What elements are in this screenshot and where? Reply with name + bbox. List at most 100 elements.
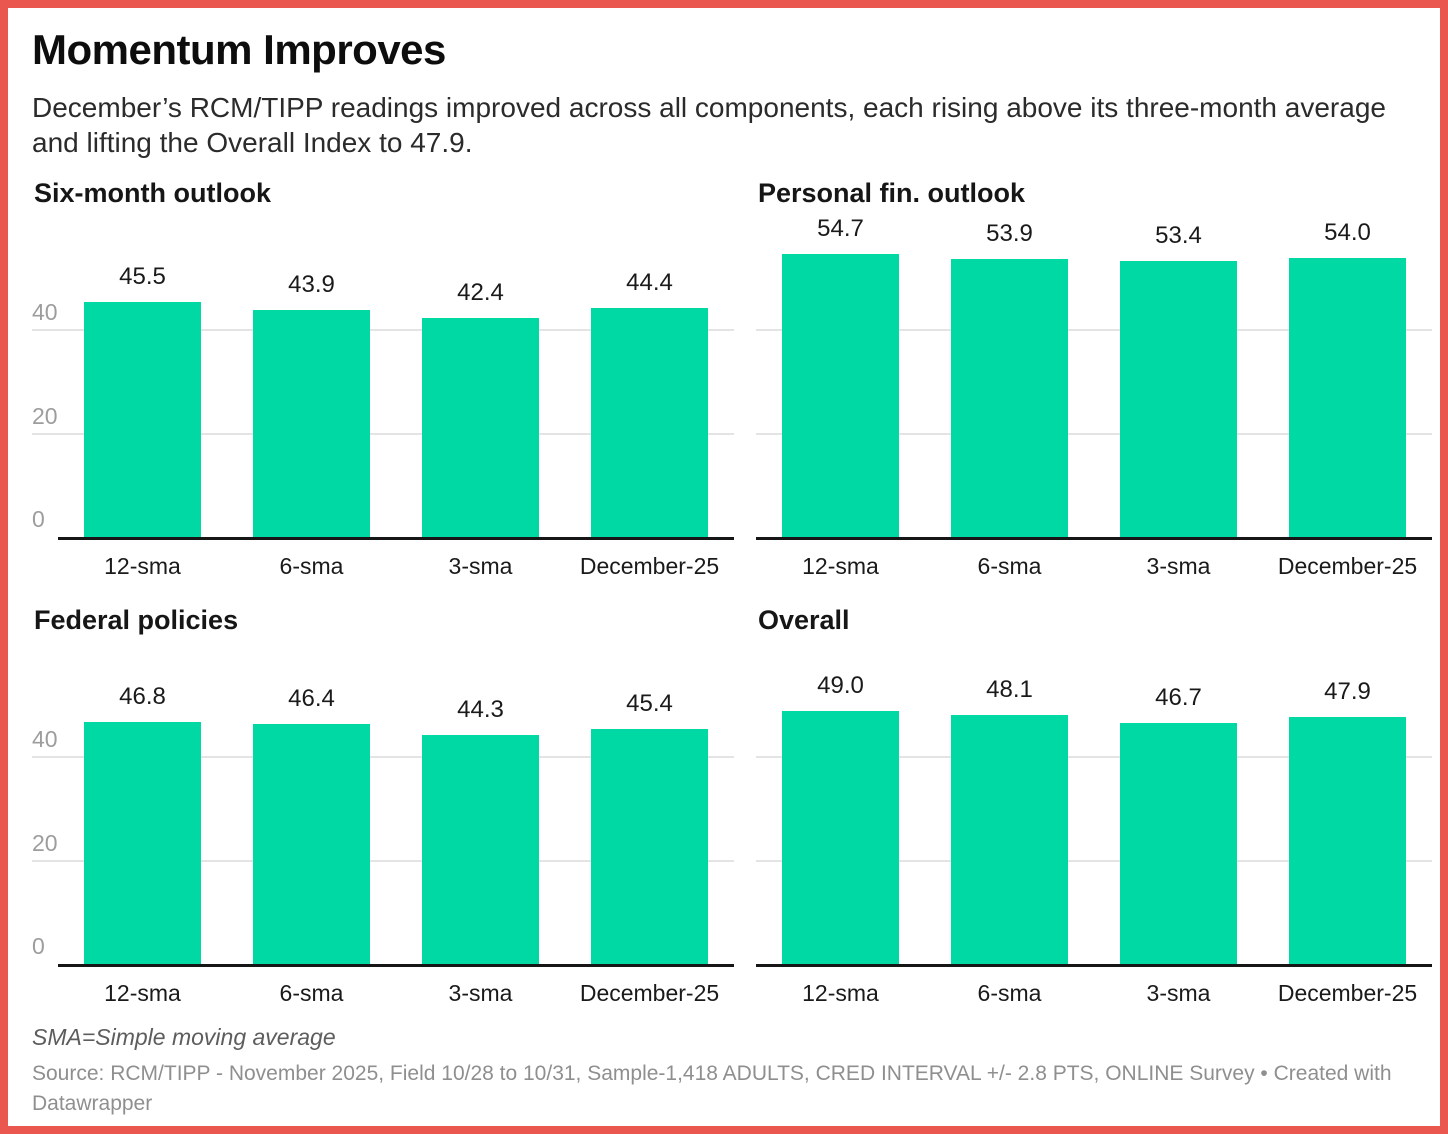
- bars-container: 49.0 48.1 46.7 47.9: [756, 657, 1432, 964]
- bar-group-12-sma: 49.0: [756, 657, 925, 964]
- bar-value-label-3-sma: 46.7: [1155, 684, 1202, 711]
- x-axis-label-3-sma: 3-sma: [448, 980, 513, 1006]
- bar-group-6-sma: 48.1: [925, 657, 1094, 964]
- bar-value-label-3-sma: 42.4: [457, 279, 504, 306]
- bar-12-sma: [782, 254, 899, 537]
- bar-value-label-december-25: 54.0: [1324, 219, 1371, 246]
- bar-value-label-december-25: 45.4: [626, 690, 673, 717]
- x-axis-label-december-25: December-25: [579, 980, 720, 1006]
- x-axis-label-3-sma: 3-sma: [1146, 553, 1211, 579]
- bar-value-label-12-sma: 54.7: [817, 215, 864, 242]
- bar-group-december-25: 44.4: [565, 230, 734, 537]
- bars-container: 45.5 43.9 42.4 44.4: [58, 230, 734, 537]
- panel-six-month-outlook: Six-month outlook 0 20 40 45.5 43.9 42.4 44.4 12…: [32, 178, 734, 579]
- bar-6-sma: [253, 724, 370, 964]
- gridline-40: [756, 329, 1432, 331]
- bar-3-sma: [422, 318, 539, 537]
- bar-value-label-6-sma: 43.9: [288, 271, 335, 298]
- bar-value-label-3-sma: 44.3: [457, 696, 504, 723]
- gridline-20: [756, 433, 1432, 435]
- chart-description: December’s RCM/TIPP readings improved ac…: [32, 92, 1386, 158]
- gridline-40: [32, 756, 734, 758]
- bar-3-sma: [1120, 261, 1237, 537]
- bars-container: 46.8 46.4 44.3 45.4: [58, 657, 734, 964]
- chart-source-line: Source: RCM/TIPP - November 2025, Field …: [32, 1062, 1392, 1115]
- panel-title-overall: Overall: [758, 605, 850, 635]
- bar-plot-personal-fin-outlook: 54.7 53.9 53.4 54.0: [756, 216, 1432, 540]
- bar-group-3-sma: 53.4: [1094, 223, 1263, 537]
- bar-value-label-6-sma: 53.9: [986, 220, 1033, 247]
- x-axis-label-december-25: December-25: [1277, 553, 1418, 579]
- gridline-20: [756, 860, 1432, 862]
- x-axis-label-6-sma: 6-sma: [977, 553, 1042, 579]
- bar-group-6-sma: 46.4: [227, 657, 396, 964]
- bar-plot-federal-policies: 0 20 40 46.8 46.4 44.3 45.4: [32, 657, 734, 967]
- bar-group-12-sma: 45.5: [58, 230, 227, 537]
- x-axis-label-12-sma: 12-sma: [104, 980, 181, 1006]
- bar-12-sma: [84, 302, 201, 537]
- bar-value-label-3-sma: 53.4: [1155, 222, 1202, 249]
- x-axis-label-12-sma: 12-sma: [104, 553, 181, 579]
- y-axis-tick-label-20: 20: [32, 403, 58, 429]
- bar-value-label-6-sma: 48.1: [986, 676, 1033, 703]
- bar-group-12-sma: 46.8: [58, 657, 227, 964]
- bar-december-25: [591, 308, 708, 537]
- bar-group-3-sma: 46.7: [1094, 657, 1263, 964]
- gridline-40: [756, 756, 1432, 758]
- x-axis-label-6-sma: 6-sma: [279, 553, 344, 579]
- bar-6-sma: [253, 310, 370, 537]
- bar-group-december-25: 45.4: [565, 657, 734, 964]
- x-axis-label-6-sma: 6-sma: [279, 980, 344, 1006]
- x-axis-labels: 12-sma 6-sma 3-sma December-25: [756, 540, 1432, 579]
- bar-value-label-6-sma: 46.4: [288, 685, 335, 712]
- bar-december-25: [1289, 258, 1406, 537]
- chart-footnote: SMA=Simple moving average: [32, 1024, 336, 1050]
- bar-value-label-december-25: 47.9: [1324, 678, 1371, 705]
- bars-container: 54.7 53.9 53.4 54.0: [756, 216, 1432, 537]
- x-axis-label-6-sma: 6-sma: [977, 980, 1042, 1006]
- y-axis-tick-label-40: 40: [32, 726, 58, 752]
- x-axis-label-3-sma: 3-sma: [1146, 980, 1211, 1006]
- gridline-20: [32, 433, 734, 435]
- panel-personal-fin-outlook: Personal fin. outlook 54.7 53.9 53.4 54.0 12-…: [756, 178, 1432, 579]
- bar-6-sma: [951, 259, 1068, 537]
- panel-federal-policies: Federal policies 0 20 40 46.8 46.4 44.3 45.4 12-…: [32, 605, 734, 1006]
- x-axis-label-december-25: December-25: [579, 553, 720, 579]
- x-axis-labels: 12-sma 6-sma 3-sma December-25: [756, 967, 1432, 1006]
- bar-group-12-sma: 54.7: [756, 216, 925, 537]
- x-axis-labels: 12-sma 6-sma 3-sma December-25: [58, 540, 734, 579]
- bar-3-sma: [422, 735, 539, 964]
- chart-title: Momentum Improves: [32, 26, 446, 73]
- bar-group-3-sma: 44.3: [396, 657, 565, 964]
- x-axis-label-december-25: December-25: [1277, 980, 1418, 1006]
- x-axis-labels: 12-sma 6-sma 3-sma December-25: [58, 967, 734, 1006]
- panels-grid: Six-month outlook 0 20 40 45.5 43.9 42.4 44.4 12…: [32, 178, 1432, 1006]
- bar-group-6-sma: 53.9: [925, 221, 1094, 537]
- bar-december-25: [1289, 717, 1406, 964]
- bar-value-label-december-25: 44.4: [626, 269, 673, 296]
- x-axis-label-12-sma: 12-sma: [802, 553, 879, 579]
- bar-value-label-12-sma: 46.8: [119, 683, 166, 710]
- bar-value-label-12-sma: 49.0: [817, 672, 864, 699]
- y-axis-tick-label-0: 0: [32, 933, 45, 959]
- bar-6-sma: [951, 715, 1068, 964]
- panel-title-personal-fin-outlook: Personal fin. outlook: [758, 178, 1026, 208]
- panel-title-federal-policies: Federal policies: [34, 605, 239, 635]
- bar-value-label-12-sma: 45.5: [119, 263, 166, 290]
- bar-group-3-sma: 42.4: [396, 230, 565, 537]
- bar-plot-overall: 49.0 48.1 46.7 47.9: [756, 657, 1432, 967]
- x-axis-label-12-sma: 12-sma: [802, 980, 879, 1006]
- bar-12-sma: [782, 711, 899, 964]
- bar-group-december-25: 54.0: [1263, 220, 1432, 537]
- bar-plot-six-month-outlook: 0 20 40 45.5 43.9 42.4 44.4: [32, 230, 734, 540]
- y-axis-tick-label-20: 20: [32, 830, 58, 856]
- panel-title-six-month-outlook: Six-month outlook: [34, 178, 271, 208]
- bar-12-sma: [84, 722, 201, 964]
- bar-3-sma: [1120, 723, 1237, 964]
- bar-group-6-sma: 43.9: [227, 230, 396, 537]
- panel-overall: Overall 49.0 48.1 46.7 47.9 12-sma 6-sma 3-sma D…: [756, 605, 1432, 1006]
- gridline-40: [32, 329, 734, 331]
- y-axis-tick-label-40: 40: [32, 299, 58, 325]
- gridline-20: [32, 860, 734, 862]
